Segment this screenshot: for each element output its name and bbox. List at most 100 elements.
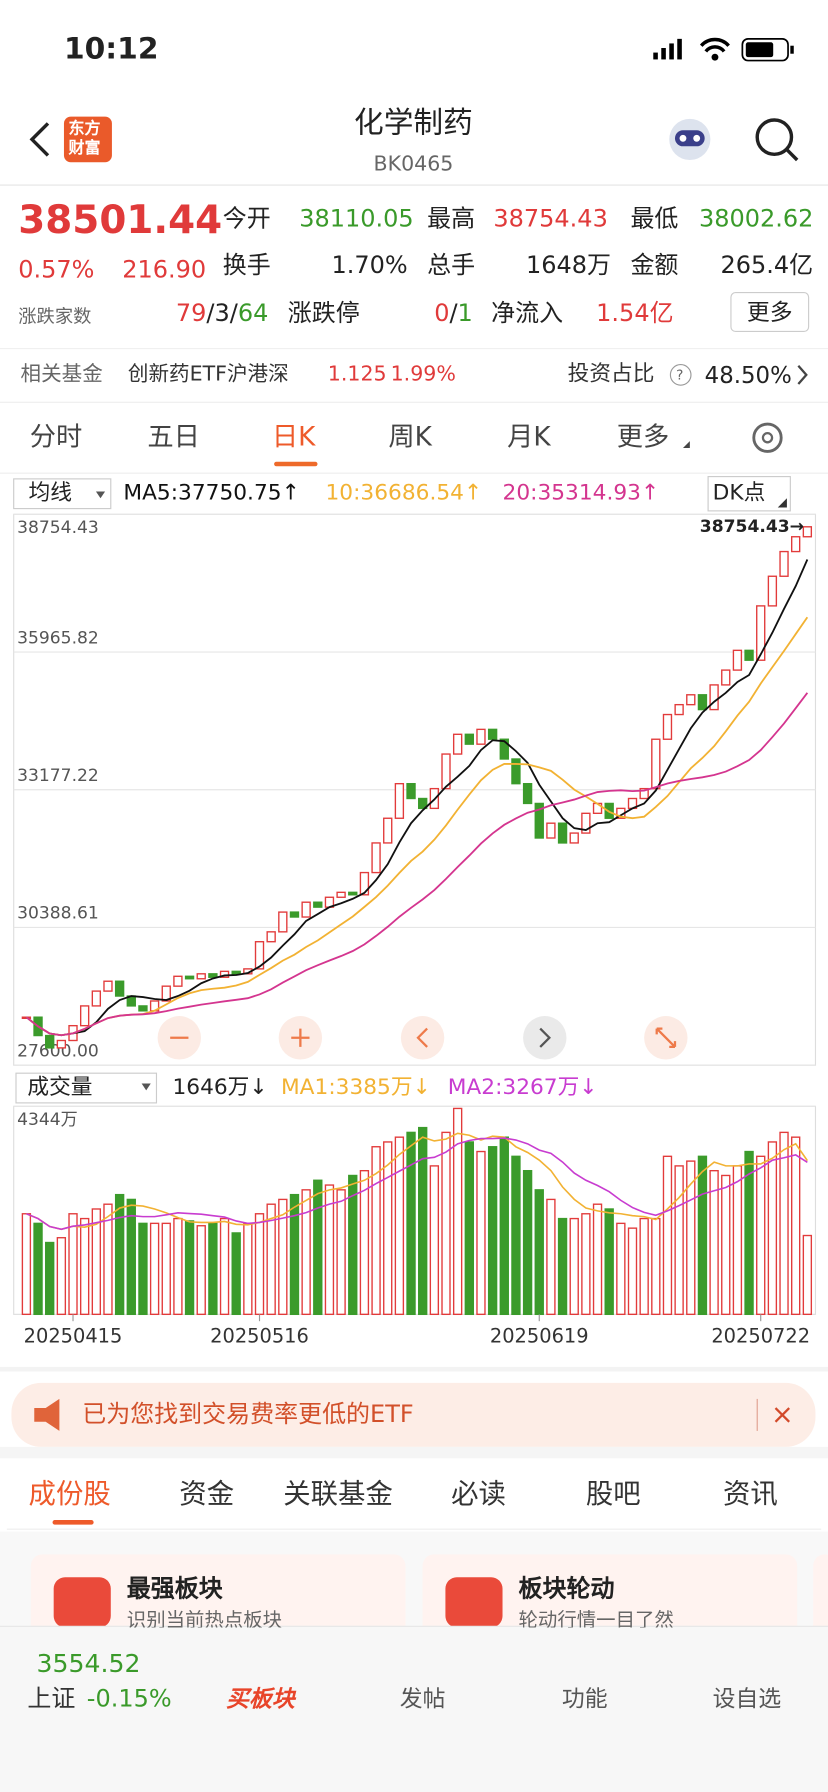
candle xyxy=(371,842,381,874)
volume-bar xyxy=(791,1136,801,1316)
candle xyxy=(208,973,218,978)
volume-bar xyxy=(266,1203,276,1316)
volume-bar xyxy=(557,1217,568,1316)
fund-name[interactable]: 创新药ETF沪港深 xyxy=(127,362,289,387)
candle xyxy=(79,1005,90,1027)
back-icon[interactable] xyxy=(29,122,50,157)
section-tab[interactable]: 资金 xyxy=(179,1477,235,1510)
card-title[interactable]: 板块轮动 xyxy=(518,1574,615,1603)
volume-bar xyxy=(499,1136,509,1316)
ma5-legend: MA5:37750.75↑ xyxy=(123,480,300,506)
logo xyxy=(63,116,112,163)
volume-bar xyxy=(161,1222,171,1316)
volume-bar xyxy=(79,1217,90,1316)
candle xyxy=(278,911,288,933)
volume-bar xyxy=(243,1222,253,1316)
fund-label: 相关基金 xyxy=(20,362,103,387)
period-tab[interactable]: 周K xyxy=(388,422,432,453)
volume-bar xyxy=(313,1179,323,1316)
volume-bar xyxy=(756,1155,766,1316)
stat-label: 今开 xyxy=(222,204,271,233)
period-tab[interactable]: 分时 xyxy=(29,422,83,453)
volume-bar xyxy=(371,1146,381,1316)
candle xyxy=(499,738,509,760)
nav-item[interactable]: 功能 xyxy=(561,1684,608,1713)
limit-up: 0 xyxy=(434,299,450,327)
more-button-border xyxy=(730,292,810,333)
section-tab[interactable]: 资讯 xyxy=(722,1477,778,1510)
nav-item[interactable]: 发帖 xyxy=(399,1684,446,1713)
volume-bar xyxy=(592,1203,603,1316)
period-tab[interactable]: 五日 xyxy=(147,422,200,453)
price: 38501.44 xyxy=(18,197,223,244)
candle xyxy=(406,782,416,800)
nav-item-active[interactable]: 买板块 xyxy=(226,1684,295,1713)
candle xyxy=(662,713,673,740)
nav-item[interactable]: 设自选 xyxy=(712,1684,782,1713)
volume-bar xyxy=(126,1198,136,1316)
stat-value: 1648万 xyxy=(525,251,612,279)
search-icon[interactable] xyxy=(755,118,799,162)
more-button[interactable]: 更多 xyxy=(746,298,793,326)
volume-bar xyxy=(452,1107,463,1316)
candle xyxy=(557,822,568,844)
up-count: 79 xyxy=(175,299,207,327)
volume-tick-label: 4344万 xyxy=(17,1110,78,1130)
candle xyxy=(639,787,649,800)
bottom-nav: 3554.52 上证 -0.15% 买板块 发帖 功能 设自选 xyxy=(0,1627,828,1792)
period-tab[interactable]: 更多 xyxy=(616,422,670,453)
x-tick-label: 20250722 xyxy=(711,1325,810,1348)
candle xyxy=(732,649,743,671)
volume-bar xyxy=(429,1165,440,1316)
volume-ma1-legend: MA1:3385万↓ xyxy=(280,1074,431,1100)
volume-bar xyxy=(149,1222,160,1316)
candle xyxy=(138,1005,148,1012)
index-change: -0.15% xyxy=(86,1684,172,1713)
section-tab-active[interactable]: 成份股 xyxy=(28,1477,111,1510)
candle xyxy=(674,703,684,716)
x-tick-label: 20250516 xyxy=(210,1325,309,1348)
card-subtitle: 轮动行情一目了然 xyxy=(518,1609,674,1633)
y-tick-label: 33177.22 xyxy=(17,766,99,786)
ma10-legend: 10:36686.54↑ xyxy=(325,480,483,506)
index-value[interactable]: 3554.52 xyxy=(36,1650,141,1679)
settings-icon[interactable] xyxy=(752,422,783,453)
stat-label: 总手 xyxy=(427,251,476,279)
candle xyxy=(464,733,475,745)
status-time: 10:12 xyxy=(63,32,159,67)
volume-selector[interactable]: 成交量 xyxy=(27,1074,93,1100)
indicator-selector[interactable]: DK点 xyxy=(712,480,766,506)
ma-line xyxy=(25,616,809,1037)
stat-value: 38110.05 xyxy=(299,204,414,233)
volume-bar xyxy=(476,1150,486,1316)
volume-bar xyxy=(546,1198,556,1316)
volume-bar xyxy=(697,1155,708,1316)
section-tab[interactable]: 必读 xyxy=(451,1477,506,1510)
banner-text[interactable]: 已为您找到交易费率更低的ETF xyxy=(82,1400,414,1428)
x-tick-label: 20250619 xyxy=(490,1325,589,1348)
section-tab[interactable]: 股吧 xyxy=(585,1477,641,1510)
breadth: 79/3/64 xyxy=(175,299,269,327)
volume-bar xyxy=(662,1155,673,1316)
stat-label: 最高 xyxy=(427,204,476,233)
sep: / xyxy=(206,299,215,327)
volume-bar xyxy=(301,1189,311,1316)
logo-text: 东方 xyxy=(68,120,101,139)
ma20-legend: 20:35314.93↑ xyxy=(502,480,660,506)
candle xyxy=(91,990,102,1007)
card-title[interactable]: 最强板块 xyxy=(126,1574,223,1603)
help-icon[interactable]: ? xyxy=(676,366,684,383)
candle xyxy=(383,817,393,844)
volume-bar xyxy=(278,1198,288,1316)
candle xyxy=(721,669,731,686)
chart-nav-buttons[interactable] xyxy=(157,1016,688,1060)
period-tab-active[interactable]: 日K xyxy=(271,422,316,453)
sep: / xyxy=(229,299,238,327)
ma-selector[interactable]: 均线 xyxy=(28,480,72,506)
section-tab[interactable]: 关联基金 xyxy=(283,1477,393,1510)
candle xyxy=(709,684,719,711)
volume-bar xyxy=(91,1208,102,1316)
candle xyxy=(266,931,276,943)
period-tab[interactable]: 月K xyxy=(507,422,551,453)
